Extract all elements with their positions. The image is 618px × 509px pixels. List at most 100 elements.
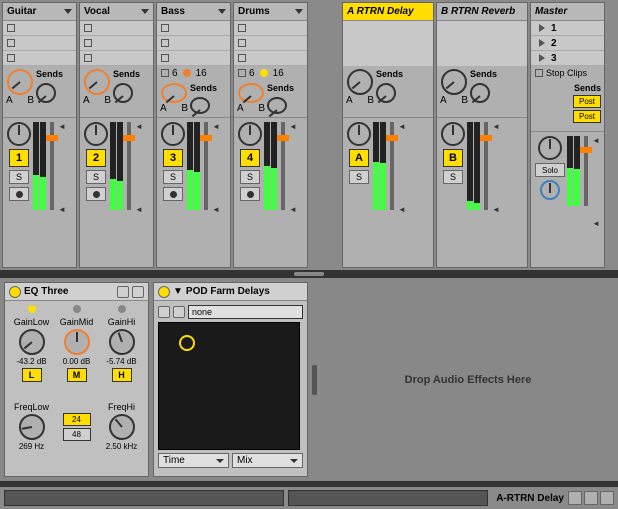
horizontal-divider[interactable]	[0, 270, 618, 278]
param-mix-select[interactable]: Mix	[232, 453, 303, 468]
settings-icon[interactable]	[600, 491, 614, 505]
save-icon[interactable]	[132, 286, 144, 298]
volume-fader[interactable]	[50, 122, 54, 210]
arm-button[interactable]	[9, 187, 29, 201]
band-hi-button[interactable]: H	[112, 368, 132, 382]
track-header[interactable]: Drums	[234, 3, 307, 21]
gain-hi-knob[interactable]	[109, 329, 135, 355]
post-button[interactable]: Post	[573, 110, 601, 123]
arm-button[interactable]	[163, 187, 183, 201]
volume-fader[interactable]	[484, 122, 488, 210]
cue-knob[interactable]	[540, 180, 560, 200]
send-knob-a[interactable]	[84, 69, 110, 95]
solo-button[interactable]: S	[163, 170, 183, 184]
stop-clips-label[interactable]: Stop Clips	[546, 68, 587, 78]
clip-slot[interactable]	[234, 36, 307, 51]
send-knob-a[interactable]	[238, 83, 264, 103]
preset-name-box[interactable]: none	[188, 305, 303, 319]
pan-knob[interactable]	[7, 122, 31, 146]
dropdown-icon[interactable]	[64, 9, 72, 14]
next-preset-icon[interactable]	[173, 306, 185, 318]
prev-preset-icon[interactable]	[158, 306, 170, 318]
hotswap-icon[interactable]	[117, 286, 129, 298]
solo-button[interactable]: S	[443, 170, 463, 184]
post-button[interactable]: Post	[573, 95, 601, 108]
pan-knob[interactable]	[441, 122, 465, 146]
vertical-divider[interactable]	[312, 365, 317, 395]
device-power-icon[interactable]	[158, 286, 170, 298]
solo-button[interactable]: S	[240, 170, 260, 184]
pan-knob[interactable]	[84, 122, 108, 146]
volume-fader[interactable]	[390, 122, 394, 210]
fold-icon[interactable]: ▼	[173, 286, 183, 297]
freq-24-button[interactable]: 24	[63, 413, 91, 426]
device-header[interactable]: EQ Three	[5, 283, 148, 301]
clip-slot[interactable]	[234, 51, 307, 66]
send-knob-a[interactable]	[441, 69, 467, 95]
send-knob-b[interactable]	[376, 83, 396, 103]
volume-fader[interactable]	[204, 122, 208, 210]
send-knob-b[interactable]	[267, 97, 287, 114]
status-box-2[interactable]	[288, 490, 488, 506]
track-activator[interactable]: A	[349, 149, 369, 167]
solo-button[interactable]: S	[9, 170, 29, 184]
scene-launch[interactable]: 3	[531, 51, 604, 66]
send-knob-b[interactable]	[113, 83, 133, 103]
track-header[interactable]: Vocal	[80, 3, 153, 21]
volume-fader[interactable]	[584, 136, 588, 206]
device-power-icon[interactable]	[9, 286, 21, 298]
band-mid-button[interactable]: M	[67, 368, 87, 382]
dropdown-icon[interactable]	[295, 9, 303, 14]
pan-knob[interactable]	[238, 122, 262, 146]
band-low-button[interactable]: L	[22, 368, 42, 382]
send-knob-b[interactable]	[36, 83, 56, 103]
freq-hi-knob[interactable]	[109, 414, 135, 440]
clip-slot[interactable]	[80, 51, 153, 66]
track-header[interactable]: Master	[531, 3, 604, 21]
track-header[interactable]: Bass	[157, 3, 230, 21]
view-icon[interactable]	[584, 491, 598, 505]
drop-audio-effects[interactable]: Drop Audio Effects Here	[322, 282, 614, 477]
track-activator[interactable]: 3	[163, 149, 183, 167]
solo-button[interactable]: S	[86, 170, 106, 184]
send-knob-b[interactable]	[470, 83, 490, 103]
send-knob-a[interactable]	[161, 83, 187, 103]
status-box-1[interactable]	[4, 490, 284, 506]
plugin-display[interactable]	[158, 322, 300, 450]
freq-48-button[interactable]: 48	[63, 428, 91, 441]
freq-low-knob[interactable]	[19, 414, 45, 440]
clip-slot[interactable]	[3, 21, 76, 36]
track-activator[interactable]: B	[443, 149, 463, 167]
track-header[interactable]: A RTRN Delay	[343, 3, 433, 21]
scene-launch[interactable]: 2	[531, 36, 604, 51]
clip-slot[interactable]	[157, 36, 230, 51]
track-activator[interactable]: 1	[9, 149, 29, 167]
pan-knob[interactable]	[161, 122, 185, 146]
volume-fader[interactable]	[281, 122, 285, 210]
track-header[interactable]: B RTRN Reverb	[437, 3, 527, 21]
send-knob-a[interactable]	[7, 69, 33, 95]
solo-button[interactable]: Solo	[535, 163, 565, 177]
clip-slot[interactable]	[157, 21, 230, 36]
clip-slot[interactable]	[3, 36, 76, 51]
arm-button[interactable]	[240, 187, 260, 201]
send-knob-b[interactable]	[190, 97, 210, 114]
gain-mid-knob[interactable]	[64, 329, 90, 355]
send-knob-a[interactable]	[347, 69, 373, 95]
io-icon[interactable]	[568, 491, 582, 505]
pan-knob[interactable]	[347, 122, 371, 146]
param-time-select[interactable]: Time	[158, 453, 229, 468]
device-header[interactable]: ▼ POD Farm Delays	[154, 283, 307, 301]
scene-launch[interactable]: 1	[531, 21, 604, 36]
gain-low-knob[interactable]	[19, 329, 45, 355]
clip-slot[interactable]	[80, 36, 153, 51]
solo-button[interactable]: S	[349, 170, 369, 184]
track-activator[interactable]: 2	[86, 149, 106, 167]
clip-slot[interactable]	[80, 21, 153, 36]
pan-knob[interactable]	[538, 136, 562, 160]
dropdown-icon[interactable]	[141, 9, 149, 14]
track-activator[interactable]: 4	[240, 149, 260, 167]
dropdown-icon[interactable]	[218, 9, 226, 14]
volume-fader[interactable]	[127, 122, 131, 210]
clip-slot[interactable]	[234, 21, 307, 36]
